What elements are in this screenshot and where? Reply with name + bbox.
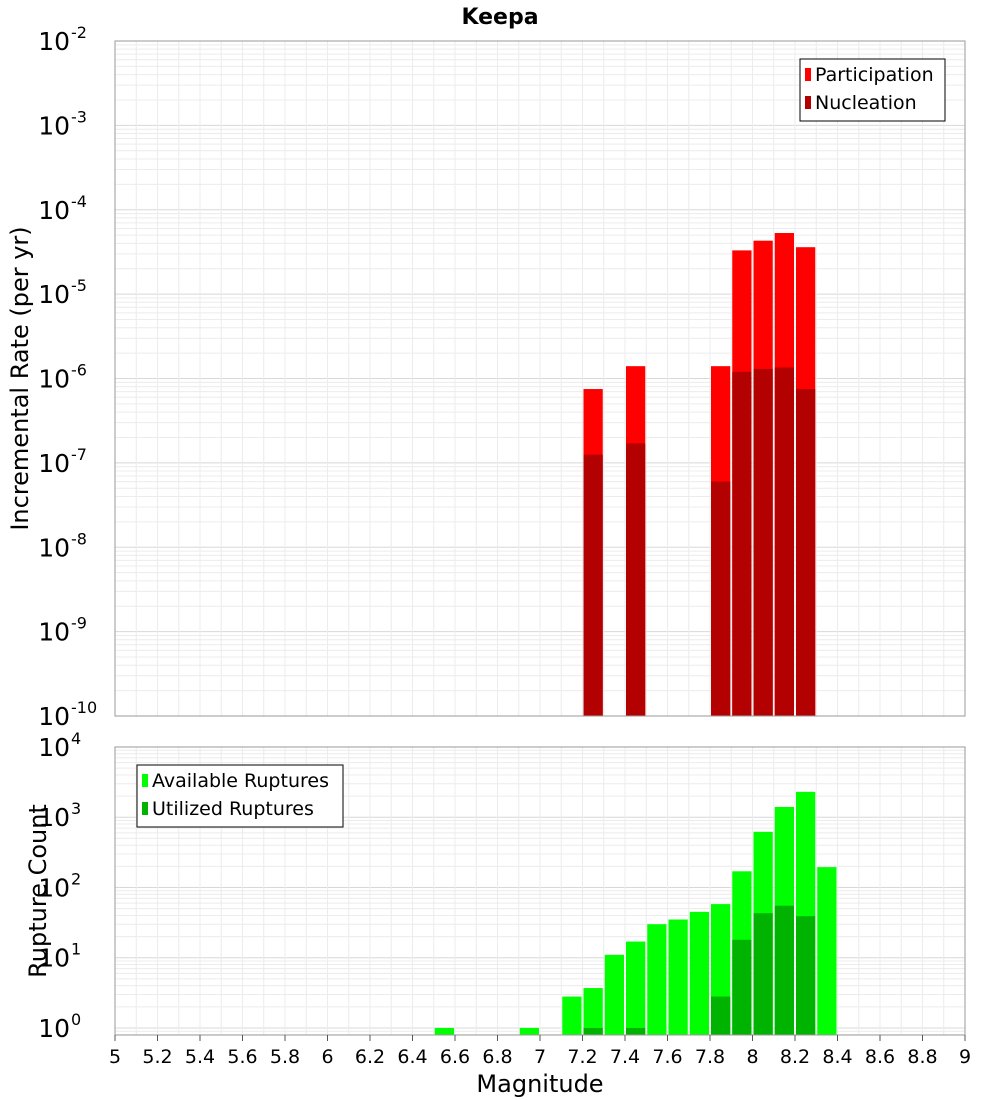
y-tick-exponent: -4 [71, 192, 87, 211]
bar [626, 941, 646, 1035]
x-tick-label: 9 [959, 1046, 971, 1068]
y-tick-label: 10 [38, 944, 70, 973]
y-tick-label: 10 [38, 365, 70, 394]
x-tick-label: 8.8 [907, 1046, 937, 1068]
y-tick-label: 10 [38, 449, 70, 478]
legend-label: Nucleation [815, 92, 917, 114]
bar [753, 368, 773, 716]
y-tick-exponent: 2 [71, 869, 81, 888]
y-tick-label: 10 [38, 618, 70, 647]
bar [774, 367, 794, 716]
legend: Participation Nucleation [799, 58, 946, 122]
y-tick-label: 10 [38, 1014, 70, 1043]
x-tick-label: 5.6 [227, 1046, 257, 1068]
x-tick-label: 5.2 [142, 1046, 172, 1068]
y-tick-exponent: 4 [71, 729, 81, 748]
bar [434, 1027, 454, 1035]
y-tick-label: 10 [38, 733, 70, 762]
bar [668, 919, 688, 1035]
y-tick-label: 10 [38, 533, 70, 562]
chart-title: Keepa [461, 5, 538, 30]
y-axis-label: Incremental Rate (per yr) [6, 226, 34, 530]
bar [583, 454, 603, 716]
x-axis-label: Magnitude [476, 1070, 603, 1098]
bar [626, 1027, 646, 1035]
bar [732, 371, 752, 716]
grid [114, 41, 966, 716]
y-tick-exponent: -9 [71, 614, 87, 633]
legend-swatch [142, 802, 148, 815]
bar [647, 924, 667, 1035]
y-tick-exponent: -8 [71, 529, 87, 548]
legend-label: Utilized Ruptures [152, 798, 314, 820]
x-tick-label: 8.6 [865, 1046, 895, 1068]
bar [796, 389, 816, 716]
series-utilized-ruptures [583, 905, 816, 1035]
y-tick-label: 10 [38, 27, 70, 56]
x-tick-label: 7.2 [567, 1046, 597, 1068]
incremental-rate-panel: 10-210-310-410-510-610-710-810-910 -10Inc… [6, 23, 966, 731]
bar [753, 913, 773, 1035]
bar [604, 954, 624, 1035]
legend-box [136, 764, 344, 828]
bar [711, 996, 731, 1035]
legend-swatch [805, 96, 811, 109]
y-tick-exponent: 3 [71, 799, 81, 818]
y-tick-label: 10 [38, 111, 70, 140]
y-tick-exponent: 1 [71, 940, 81, 959]
x-tick-label: 6.6 [440, 1046, 470, 1068]
y-tick-label: 10 [38, 196, 70, 225]
x-tick-label: 8.2 [780, 1046, 810, 1068]
x-tick-label: 5.4 [185, 1046, 215, 1068]
x-tick-label: 7.4 [610, 1046, 640, 1068]
legend-swatch [142, 774, 148, 787]
legend-swatch [805, 68, 811, 81]
y-tick-exponent: -3 [71, 107, 87, 126]
x-tick-label: 7.8 [695, 1046, 725, 1068]
x-tick-label: 6 [321, 1046, 333, 1068]
x-tick-label: 6.8 [482, 1046, 512, 1068]
x-tick-label: 8 [746, 1046, 758, 1068]
legend-label: Participation [815, 64, 934, 86]
legend: Available Ruptures Utilized Ruptures [136, 764, 344, 828]
y-tick-exponent: -10 [71, 698, 97, 717]
y-tick-exponent: -6 [71, 361, 87, 380]
y-tick-label: 10 [38, 280, 70, 309]
bar [732, 939, 752, 1035]
bar [583, 988, 603, 1035]
y-tick-label: 10 [38, 873, 70, 902]
bar [626, 443, 646, 716]
y-tick-exponent: -2 [71, 23, 87, 42]
bar [774, 905, 794, 1035]
y-tick-exponent: -5 [71, 276, 87, 295]
bar [519, 1027, 539, 1035]
y-tick-exponent: 0 [71, 1010, 81, 1029]
y-tick-exponent: -7 [71, 445, 87, 464]
bar [583, 1027, 603, 1035]
legend-label: Available Ruptures [152, 770, 329, 792]
bar [689, 911, 709, 1035]
y-tick-label: 10 [38, 803, 70, 832]
x-tick-label: 6.2 [355, 1046, 385, 1068]
x-tick-label: 8.4 [822, 1046, 852, 1068]
bar [796, 916, 816, 1035]
x-tick-label: 6.4 [397, 1046, 427, 1068]
plot-border [114, 40, 966, 717]
x-tick-label: 5 [109, 1046, 121, 1068]
bar [711, 481, 731, 716]
y-tick-label: 10 [38, 702, 70, 731]
x-tick-label: 5.8 [270, 1046, 300, 1068]
y-axis-label: Rupture Count [24, 804, 52, 978]
bar [817, 867, 837, 1035]
x-tick-label: 7.6 [652, 1046, 682, 1068]
x-tick-label: 7 [534, 1046, 546, 1068]
legend-box [799, 58, 946, 122]
bar [562, 996, 582, 1035]
series-nucleation [583, 367, 816, 716]
